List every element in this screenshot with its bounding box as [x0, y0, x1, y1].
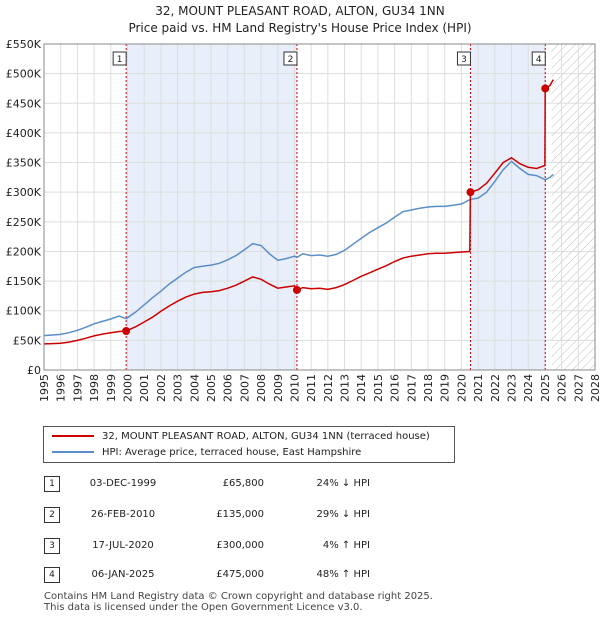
transaction-date: 03-DEC-1999 [89, 478, 157, 489]
y-tick-label: £450K [6, 97, 42, 110]
ownership-band [470, 44, 546, 370]
transaction-price: £65,800 [222, 478, 264, 489]
sale-number-box [531, 51, 546, 66]
x-tick-label: 1996 [55, 374, 68, 402]
x-tick-label: 2006 [222, 374, 235, 402]
y-tick-label: £150K [6, 275, 42, 288]
sale-number-badge: 3 [456, 51, 471, 66]
x-tick-label: 2018 [422, 374, 435, 402]
transaction-badge: 4 [44, 567, 60, 583]
x-tick-label: 2024 [522, 374, 535, 402]
y-tick-label: £0 [27, 364, 41, 377]
transaction-date: 26-FEB-2010 [90, 509, 156, 520]
transaction-price: £135,000 [216, 509, 264, 520]
transaction-badge: 1 [44, 476, 60, 492]
transaction-price: £300,000 [216, 540, 264, 551]
x-tick-label: 2017 [405, 374, 418, 402]
x-tick-label: 2007 [238, 374, 251, 402]
sale-number-label: 4 [536, 55, 542, 65]
transaction-hpi-diff: 4% ↑ HPI [322, 540, 370, 551]
x-tick-label: 2005 [205, 374, 218, 402]
property-price-line [44, 79, 554, 345]
legend-label-hpi: HPI: Average price, terraced house, East… [102, 447, 362, 458]
x-tick-label: 2000 [121, 374, 134, 402]
x-tick-label: 2022 [489, 374, 502, 402]
footer: Contains HM Land Registry data © Crown c… [44, 591, 433, 613]
x-tick-label: 2020 [455, 374, 468, 402]
sale-number-label: 2 [288, 55, 294, 65]
y-tick-label: £50K [13, 334, 42, 347]
sale-number-label: 3 [461, 55, 467, 65]
chart-title: 32, MOUNT PLEASANT ROAD, ALTON, GU34 1NN [155, 4, 445, 18]
x-tick-label: 2021 [472, 374, 485, 402]
transaction-hpi-diff: 24% ↓ HPI [316, 478, 370, 489]
y-tick-label: £500K [6, 68, 42, 81]
sale-point [122, 326, 131, 335]
x-tick-label: 2027 [572, 374, 585, 402]
x-tick-label: 1995 [38, 374, 51, 402]
legend: 32, MOUNT PLEASANT ROAD, ALTON, GU34 1NN… [43, 426, 455, 463]
sale-number-label: 1 [117, 55, 123, 65]
legend-item-hpi: HPI: Average price, terraced house, East… [52, 445, 361, 461]
x-tick-label: 2023 [506, 374, 519, 402]
transaction-hpi-diff: 48% ↑ HPI [316, 569, 370, 580]
footer-licence: This data is licensed under the Open Gov… [44, 602, 363, 613]
hpi-line [44, 160, 554, 337]
x-tick-label: 2008 [255, 374, 268, 402]
x-tick-label: 2013 [339, 374, 352, 402]
y-tick-label: £200K [6, 245, 42, 258]
footer-copyright: Contains HM Land Registry data © Crown c… [44, 591, 433, 602]
x-tick-label: 2009 [272, 374, 285, 402]
transaction-date: 17-JUL-2020 [92, 540, 154, 551]
sale-number-box [112, 51, 127, 66]
legend-label-property: 32, MOUNT PLEASANT ROAD, ALTON, GU34 1NN… [102, 431, 430, 442]
y-tick-label: £100K [6, 305, 42, 318]
x-tick-label: 2010 [288, 374, 301, 402]
sale-point [466, 188, 475, 197]
x-tick-label: 2015 [372, 374, 385, 402]
sale-point [541, 84, 550, 93]
sale-number-badge: 1 [112, 51, 127, 66]
x-tick-label: 2014 [355, 374, 368, 402]
x-tick-label: 2011 [305, 374, 318, 402]
sale-number-box [283, 51, 298, 66]
future-hatch [551, 44, 595, 370]
x-tick-label: 2026 [556, 374, 569, 402]
transaction-date: 06-JAN-2025 [91, 569, 155, 580]
ownership-band [126, 44, 297, 370]
price-chart: 1 2 3 4 £0 £50K £100K £150K £200K £250K £300K £350K… [6, 38, 600, 402]
legend-swatch-hpi [52, 451, 94, 453]
sale-number-badge: 4 [531, 51, 546, 66]
transaction-badge: 2 [44, 507, 60, 523]
x-tick-label: 1999 [105, 374, 118, 402]
transaction-hpi-diff: 29% ↓ HPI [316, 509, 370, 520]
y-tick-label: £550K [6, 38, 42, 51]
x-tick-label: 2012 [322, 374, 335, 402]
y-tick-label: £400K [6, 127, 42, 140]
chart-subtitle: Price paid vs. HM Land Registry's House … [128, 21, 472, 35]
x-tick-label: 1997 [71, 374, 84, 402]
x-tick-label: 2028 [589, 374, 600, 402]
x-tick-label: 2002 [155, 374, 168, 402]
y-tick-label: £350K [6, 157, 42, 170]
x-tick-label: 1998 [88, 374, 101, 402]
legend-swatch-property [52, 435, 94, 437]
sale-point [292, 285, 301, 294]
sale-number-badge: 2 [283, 51, 298, 66]
y-tick-label: £300K [6, 186, 42, 199]
y-tick-label: £250K [6, 216, 42, 229]
legend-item-property: 32, MOUNT PLEASANT ROAD, ALTON, GU34 1NN… [52, 429, 430, 445]
x-tick-label: 2004 [188, 374, 201, 402]
transaction-price: £475,000 [216, 569, 264, 580]
sale-number-box [456, 51, 471, 66]
x-tick-label: 2019 [439, 374, 452, 402]
x-tick-label: 2001 [138, 374, 151, 402]
x-tick-label: 2003 [172, 374, 185, 402]
plot-frame [43, 43, 596, 371]
x-tick-label: 2016 [389, 374, 402, 402]
x-tick-label: 2025 [539, 374, 552, 402]
transaction-badge: 3 [44, 538, 60, 554]
